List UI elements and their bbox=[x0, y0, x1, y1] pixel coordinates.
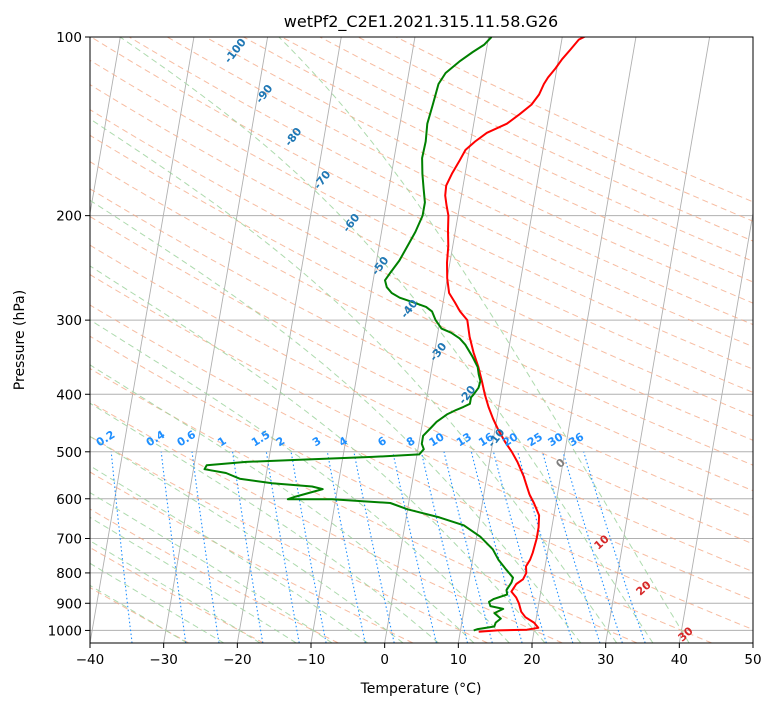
x-tick-label: −10 bbox=[297, 652, 326, 668]
dry-adiabat-line bbox=[90, 215, 753, 545]
x-tick-label: 20 bbox=[523, 652, 540, 668]
isotherm-line bbox=[605, 37, 711, 643]
dry-adiabat-line bbox=[90, 274, 753, 601]
chart-title: wetPf2_C2E1.2021.315.11.58.G26 bbox=[284, 12, 558, 32]
isotherm-line bbox=[531, 37, 637, 643]
mixing-ratio-line bbox=[160, 451, 187, 643]
isotherm-line bbox=[90, 37, 121, 217]
data-series bbox=[203, 37, 587, 633]
mixing-ratio-line bbox=[353, 451, 395, 643]
isotherm-line bbox=[457, 37, 563, 643]
mixing-ratio-line bbox=[443, 451, 493, 643]
temperature-line bbox=[444, 37, 587, 633]
x-tick-label: 10 bbox=[450, 652, 467, 668]
x-axis-ticks: −40 −30 −20 −10 0 10 20 30 40 50 bbox=[76, 643, 762, 668]
moist-adiabat-line bbox=[90, 584, 188, 643]
moist-adiabat-line bbox=[90, 402, 439, 643]
moist-adiabat-line bbox=[90, 118, 618, 643]
y-tick-label: 400 bbox=[56, 387, 82, 403]
moist-adiabat-line bbox=[90, 540, 261, 643]
dry-adiabat-line bbox=[90, 435, 488, 643]
y-tick-label: 800 bbox=[56, 566, 82, 582]
dry-adiabat-line bbox=[167, 37, 753, 326]
x-tick-label: 30 bbox=[597, 652, 614, 668]
moist-adiabat-line bbox=[90, 562, 225, 643]
background-lines bbox=[90, 37, 753, 643]
dry-adiabat-line bbox=[90, 367, 638, 643]
x-axis-label: Temperature (°C) bbox=[360, 681, 482, 697]
plot-frame bbox=[89, 36, 754, 644]
dry-adiabat-line bbox=[90, 84, 753, 417]
mixing-ratio-line bbox=[541, 451, 601, 643]
x-tick-label: −40 bbox=[76, 652, 105, 668]
plot-area: 0.10.20.40.611.52346810131620253036-100-… bbox=[90, 37, 753, 644]
y-tick-label: 1000 bbox=[48, 623, 82, 639]
dry-adiabat-line bbox=[90, 508, 339, 643]
y-tick-label: 500 bbox=[56, 445, 82, 461]
mixing-ratio-line bbox=[110, 451, 133, 643]
mixing-ratio-line bbox=[420, 451, 469, 643]
dry-adiabat-line bbox=[90, 161, 753, 492]
mixing-ratio-line bbox=[517, 451, 574, 643]
moist-adiabat-label: 30 bbox=[676, 624, 696, 644]
x-tick-label: −30 bbox=[149, 652, 178, 668]
moist-adiabat-line bbox=[90, 265, 546, 643]
mixing-ratio-line bbox=[191, 451, 220, 643]
y-tick-label: 100 bbox=[56, 30, 82, 46]
moist-adiabat-line bbox=[278, 37, 690, 643]
moist-adiabat-line bbox=[90, 199, 582, 643]
mixing-ratio-line bbox=[492, 451, 547, 643]
dry-adiabat-line bbox=[90, 134, 753, 466]
x-tick-label: 40 bbox=[671, 652, 688, 668]
mixing-ratio-line bbox=[583, 451, 646, 643]
dry-adiabat-line bbox=[90, 188, 753, 518]
y-axis-ticks: 100 200 300 400 500 600 700 800 900 1000 bbox=[48, 30, 90, 639]
isotherm-line bbox=[678, 210, 753, 643]
isotherm-line bbox=[90, 37, 195, 643]
dry-adiabat-line bbox=[90, 401, 563, 643]
mixing-ratio-line bbox=[562, 451, 623, 643]
moist-adiabat-line bbox=[90, 465, 368, 643]
y-tick-label: 700 bbox=[56, 532, 82, 548]
dry-adiabat-line bbox=[90, 244, 753, 573]
isotherm-line bbox=[236, 37, 342, 643]
y-axis-label: Pressure (hPa) bbox=[12, 290, 28, 390]
y-tick-label: 600 bbox=[56, 492, 82, 508]
moist-adiabat-line bbox=[119, 37, 654, 643]
x-tick-label: 0 bbox=[380, 652, 389, 668]
mixing-ratio-line bbox=[326, 451, 366, 643]
mixing-ratio-line bbox=[470, 451, 523, 643]
dry-adiabat-line bbox=[90, 304, 753, 631]
isotherm-line bbox=[384, 37, 490, 643]
y-tick-label: 300 bbox=[56, 313, 82, 329]
isotherm-line bbox=[163, 37, 269, 643]
mixing-ratio-line bbox=[392, 451, 437, 643]
dry-adiabat-line bbox=[90, 59, 753, 393]
dewpoint-line bbox=[203, 37, 514, 632]
dry-adiabat-line bbox=[90, 471, 414, 643]
y-tick-label: 900 bbox=[56, 596, 82, 612]
y-tick-label: 200 bbox=[56, 209, 82, 225]
x-tick-label: −20 bbox=[223, 652, 252, 668]
moist-adiabat-line bbox=[90, 364, 475, 643]
x-tick-label: 50 bbox=[744, 652, 761, 668]
moist-adiabat-line bbox=[90, 516, 297, 643]
moist-adiabat-line bbox=[90, 319, 510, 643]
